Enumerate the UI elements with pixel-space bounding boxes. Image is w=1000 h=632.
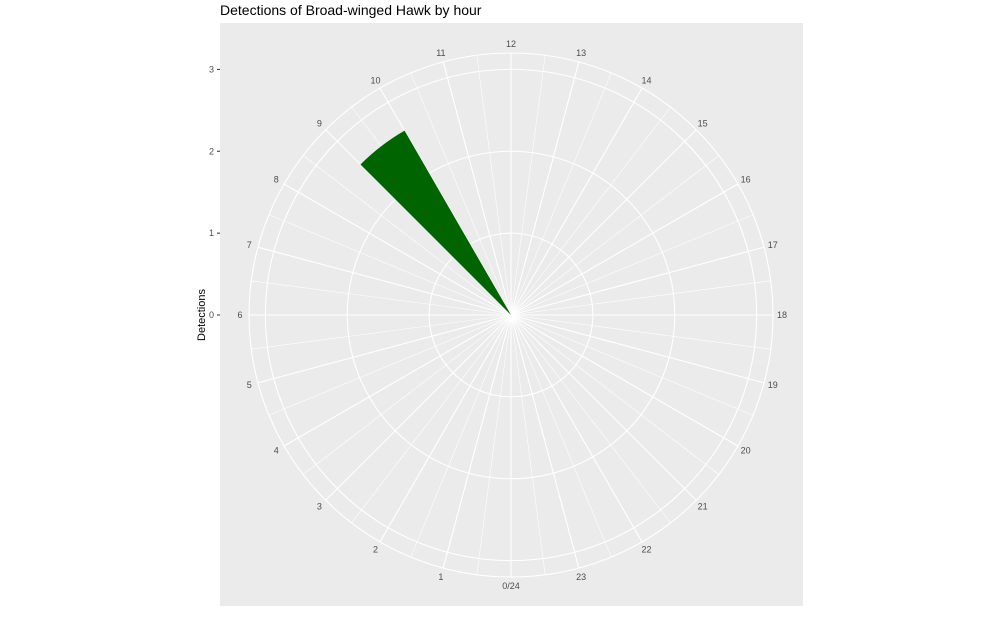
grid-spoke-minor <box>351 314 512 524</box>
grid-spoke <box>283 183 512 316</box>
grid-spoke <box>379 314 512 543</box>
hour-label: 12 <box>506 39 516 49</box>
grid-spoke <box>510 314 643 543</box>
hour-label: 9 <box>317 118 322 128</box>
grid-spoke-minor <box>510 314 720 475</box>
grid-spoke-minor <box>302 155 512 316</box>
hour-label: 4 <box>274 446 279 456</box>
hour-label: 8 <box>274 175 279 185</box>
grid-spoke-minor <box>410 314 512 558</box>
grid-spoke-minor <box>476 55 512 316</box>
hour-label: 16 <box>741 175 751 185</box>
grid-spoke <box>257 314 512 384</box>
bars-layer <box>360 130 511 315</box>
hour-label: 1 <box>438 572 443 582</box>
hour-label: 13 <box>576 48 586 58</box>
grid-spoke-minor <box>510 106 671 316</box>
y-tick-label: 2 <box>209 146 214 156</box>
grid-spoke-minor <box>510 155 720 316</box>
grid-spoke <box>510 314 697 501</box>
grid-spoke-minor <box>476 314 512 575</box>
hour-label: 2 <box>373 545 378 555</box>
grid-spoke-minor <box>510 314 612 558</box>
hour-label: 6 <box>237 310 242 320</box>
grid-spoke-minor <box>510 314 771 350</box>
hour-labels: 0/24123456789101112131415161718192021222… <box>237 39 787 591</box>
y-axis: 0 1 2 3 <box>209 64 220 320</box>
hour-label: 19 <box>768 380 778 390</box>
grid-spoke-minor <box>510 314 754 416</box>
grid-spoke-minor <box>510 214 754 316</box>
grid-spoke <box>510 246 765 316</box>
hour-label: 17 <box>768 240 778 250</box>
hour-label: 18 <box>777 310 787 320</box>
grid-spoke-minor <box>510 314 671 524</box>
hour-label: 15 <box>698 118 708 128</box>
grid-spoke-minor <box>302 314 512 475</box>
bar-hour-9 <box>360 130 511 315</box>
grid-spoke <box>325 314 512 501</box>
grid-spoke-minor <box>510 280 771 316</box>
polar-grid <box>248 52 774 578</box>
hour-label: 23 <box>576 572 586 582</box>
grid-spoke <box>510 129 697 316</box>
hour-label: 0/24 <box>502 581 520 591</box>
y-tick-label: 0 <box>209 310 214 320</box>
grid-spoke <box>510 183 739 316</box>
hour-label: 7 <box>247 240 252 250</box>
grid-spoke-minor <box>510 72 612 316</box>
hour-label: 3 <box>317 502 322 512</box>
grid-spoke-minor <box>251 314 512 350</box>
grid-spoke <box>510 314 765 384</box>
grid-spoke-minor <box>268 314 512 416</box>
grid-spoke <box>510 87 643 316</box>
grid-spoke-minor <box>251 280 512 316</box>
chart-title: Detections of Broad-winged Hawk by hour <box>220 2 482 18</box>
grid-spoke <box>510 314 580 569</box>
hour-label: 21 <box>698 502 708 512</box>
hour-label: 10 <box>370 75 380 85</box>
y-tick-label: 1 <box>209 228 214 238</box>
grid-spoke <box>257 246 512 316</box>
grid-spoke <box>283 314 512 447</box>
grid-spoke <box>442 61 512 316</box>
grid-spoke-minor <box>268 214 512 316</box>
hour-label: 11 <box>436 48 445 58</box>
grid-spoke <box>442 314 512 569</box>
hour-label: 20 <box>741 446 751 456</box>
y-tick-label: 3 <box>209 64 214 74</box>
y-axis-title: Detections <box>196 289 208 341</box>
grid-spoke-minor <box>410 72 512 316</box>
hour-label: 5 <box>247 380 252 390</box>
hour-label: 14 <box>641 75 651 85</box>
grid-spoke <box>510 314 739 447</box>
grid-spoke-minor <box>510 314 546 575</box>
hour-label: 22 <box>641 545 651 555</box>
grid-spoke <box>510 61 580 316</box>
grid-spoke-minor <box>510 55 546 316</box>
